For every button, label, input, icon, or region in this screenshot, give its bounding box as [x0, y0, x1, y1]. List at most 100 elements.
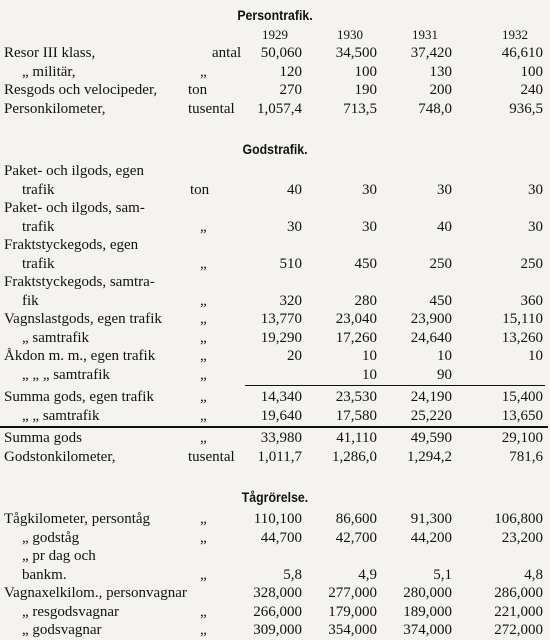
unit: tusental [188, 448, 235, 465]
value: 30 [528, 218, 543, 235]
row-label: „ militär, [22, 63, 76, 80]
unit: „ [200, 566, 207, 583]
value: 34,500 [335, 45, 377, 61]
value: 50,060 [260, 45, 302, 61]
value: 4,9 [358, 566, 377, 583]
value: 280 [354, 292, 378, 309]
value: 86,600 [335, 511, 377, 527]
value: 748,0 [418, 100, 452, 117]
row-label: Resgods och velocipeder, [4, 82, 158, 98]
value: 1,057,4 [257, 100, 302, 117]
unit: „ [200, 622, 207, 638]
value: 179,000 [328, 603, 377, 620]
value: 270 [279, 82, 303, 98]
value: 328,000 [253, 585, 302, 601]
value: 25,220 [410, 407, 452, 424]
value: 1,011,7 [257, 448, 302, 465]
section-heading: Persontrafik. [237, 7, 313, 23]
value: 49,590 [410, 430, 452, 446]
value: 510 [279, 255, 303, 272]
row-label: „ resgodsvagnar [22, 603, 120, 620]
unit: „ [200, 366, 207, 383]
year-header: 1930 [337, 27, 363, 42]
value: 44,200 [410, 529, 452, 546]
unit: „ [200, 329, 207, 346]
value: 450 [354, 255, 378, 272]
value: 120 [279, 63, 303, 80]
value: 13,260 [501, 329, 543, 346]
unit: antal [212, 45, 242, 61]
unit: „ [200, 407, 207, 424]
value: 266,000 [253, 603, 302, 620]
value: 24,190 [410, 389, 452, 405]
value: 44,700 [260, 529, 302, 546]
value: 360 [520, 292, 544, 309]
value: 17,580 [335, 407, 377, 424]
value: 42,700 [335, 529, 377, 546]
value: 713,5 [343, 100, 377, 117]
value: 19,290 [260, 329, 302, 346]
value: 10 [437, 348, 452, 364]
value: 781,6 [509, 448, 543, 465]
value: 14,340 [260, 389, 302, 405]
value: 10 [528, 348, 543, 364]
value: 15,400 [501, 389, 543, 405]
row-label: Vagnaxelkilom., personvagnar [4, 585, 187, 601]
row-label: „ „ „ samtrafik [22, 366, 110, 383]
value: 10 [362, 348, 377, 364]
row-label: Godstonkilometer, [4, 448, 116, 465]
value: 30 [362, 181, 377, 198]
value: 189,000 [403, 603, 452, 620]
row-label: bankm. [22, 566, 67, 583]
unit: „ [200, 292, 207, 309]
unit: „ [200, 218, 207, 235]
value: 13,650 [501, 407, 543, 424]
value: 46,610 [501, 45, 543, 61]
row-label: trafik [22, 218, 55, 235]
row-label: Fraktstyckegods, egen [4, 237, 139, 253]
value: 272,000 [494, 622, 543, 638]
value: 29,100 [501, 430, 543, 446]
unit: „ [200, 255, 207, 272]
value: 30 [287, 218, 302, 235]
row-label: trafik [22, 255, 55, 272]
value: 23,530 [335, 389, 377, 405]
unit: tusental [188, 100, 235, 117]
value: 221,000 [494, 603, 543, 620]
value: 250 [429, 255, 453, 272]
value: 40 [437, 218, 452, 235]
value: 23,900 [410, 311, 452, 327]
value: 309,000 [253, 622, 302, 638]
value: 30 [528, 181, 543, 198]
section-heading: Tågrörelse. [241, 489, 309, 505]
unit: „ [200, 511, 207, 527]
row-label: „ „ samtrafik [22, 407, 100, 424]
unit: ton [188, 82, 208, 98]
value: 277,000 [328, 585, 377, 601]
unit: „ [200, 389, 207, 405]
row-label: Summa gods, egen trafik [4, 389, 154, 405]
unit: „ [200, 529, 207, 546]
value: 20 [287, 348, 302, 364]
value: 354,000 [328, 622, 377, 638]
value: 250 [520, 255, 544, 272]
value: 4,8 [524, 566, 543, 583]
value: 130 [429, 63, 453, 80]
row-label: Personkilometer, [4, 100, 106, 117]
value: 90 [437, 366, 452, 383]
value: 5,1 [433, 566, 452, 583]
value: 41,110 [336, 430, 377, 446]
value: 40 [287, 181, 302, 198]
row-label: Paket- och ilgods, egen [4, 163, 144, 179]
row-label: „ samtrafik [22, 329, 90, 346]
value: 23,200 [501, 529, 543, 546]
value: 33,980 [260, 430, 302, 446]
row-label: Åkdon m. m., egen trafik [4, 348, 156, 364]
value: 280,000 [403, 585, 452, 601]
rule [245, 385, 545, 386]
value: 190 [354, 82, 378, 98]
row-label: „ pr dag och [22, 548, 96, 564]
value: 106,800 [494, 511, 543, 527]
value: 1,294,2 [407, 448, 452, 465]
value: 30 [437, 181, 452, 198]
